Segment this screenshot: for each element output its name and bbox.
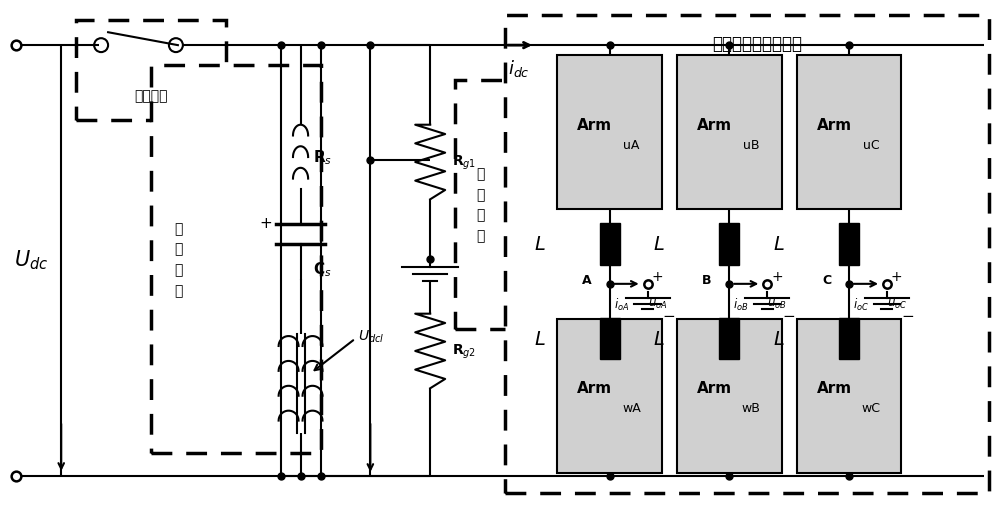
Text: Arm: Arm <box>817 118 852 132</box>
Text: $L$: $L$ <box>534 330 545 348</box>
Text: Arm: Arm <box>577 118 612 132</box>
Text: $L$: $L$ <box>773 236 785 253</box>
Text: +: + <box>771 269 783 284</box>
Bar <box>557 56 662 210</box>
Text: +: + <box>891 269 903 284</box>
Text: −: − <box>782 308 795 324</box>
Text: $\boldsymbol{U_{dcl}}$: $\boldsymbol{U_{dcl}}$ <box>358 328 385 344</box>
Text: $i_{dc}$: $i_{dc}$ <box>508 58 530 78</box>
Text: $i_{oA}$: $i_{oA}$ <box>614 296 629 312</box>
Text: $u_{oC}$: $u_{oC}$ <box>887 298 907 310</box>
Text: $L$: $L$ <box>653 236 665 253</box>
Text: uC: uC <box>863 138 879 151</box>
Text: $L$: $L$ <box>653 330 665 348</box>
Bar <box>719 224 739 265</box>
Bar <box>151 66 320 453</box>
Text: uB: uB <box>743 138 760 151</box>
Text: −: − <box>663 308 675 324</box>
Bar <box>719 318 739 360</box>
Text: Arm: Arm <box>697 118 732 132</box>
Text: wB: wB <box>742 402 761 414</box>
Bar <box>600 224 620 265</box>
Bar <box>76 21 226 121</box>
Text: +: + <box>652 269 663 284</box>
Text: B: B <box>702 274 711 287</box>
Bar <box>455 81 510 329</box>
Text: Arm: Arm <box>697 381 732 395</box>
Text: 模块化多电平换流器: 模块化多电平换流器 <box>712 35 802 53</box>
Bar <box>797 319 901 473</box>
Text: $u_{oB}$: $u_{oB}$ <box>767 298 787 310</box>
Text: $L$: $L$ <box>773 330 785 348</box>
Text: R$_{g2}$: R$_{g2}$ <box>452 342 476 360</box>
Text: 缓
冲
电
路: 缓 冲 电 路 <box>175 221 183 297</box>
Text: −: − <box>902 308 915 324</box>
Text: R$_{g1}$: R$_{g1}$ <box>452 154 476 172</box>
Bar <box>839 318 859 360</box>
Text: $i_{oC}$: $i_{oC}$ <box>853 296 869 312</box>
Text: $L$: $L$ <box>534 236 545 253</box>
Text: 接
地
电
路: 接 地 电 路 <box>476 167 484 243</box>
Bar <box>677 56 782 210</box>
Bar <box>600 318 620 360</box>
Text: C: C <box>822 274 831 287</box>
Text: 串联开关: 串联开关 <box>134 89 168 103</box>
Bar <box>797 56 901 210</box>
Text: A: A <box>582 274 592 287</box>
Text: wA: wA <box>622 402 641 414</box>
Text: Arm: Arm <box>817 381 852 395</box>
Bar <box>677 319 782 473</box>
Text: $U_{dc}$: $U_{dc}$ <box>14 248 49 271</box>
Bar <box>557 319 662 473</box>
Text: Arm: Arm <box>577 381 612 395</box>
Text: $u_{oA}$: $u_{oA}$ <box>648 298 667 310</box>
Text: R$_s$: R$_s$ <box>313 149 332 167</box>
Text: $i_{oB}$: $i_{oB}$ <box>733 296 749 312</box>
Bar <box>505 16 989 493</box>
Bar <box>839 224 859 265</box>
Text: C$_s$: C$_s$ <box>313 260 331 279</box>
Text: wC: wC <box>861 402 880 414</box>
Text: uA: uA <box>623 138 640 151</box>
Text: +: + <box>259 215 272 230</box>
